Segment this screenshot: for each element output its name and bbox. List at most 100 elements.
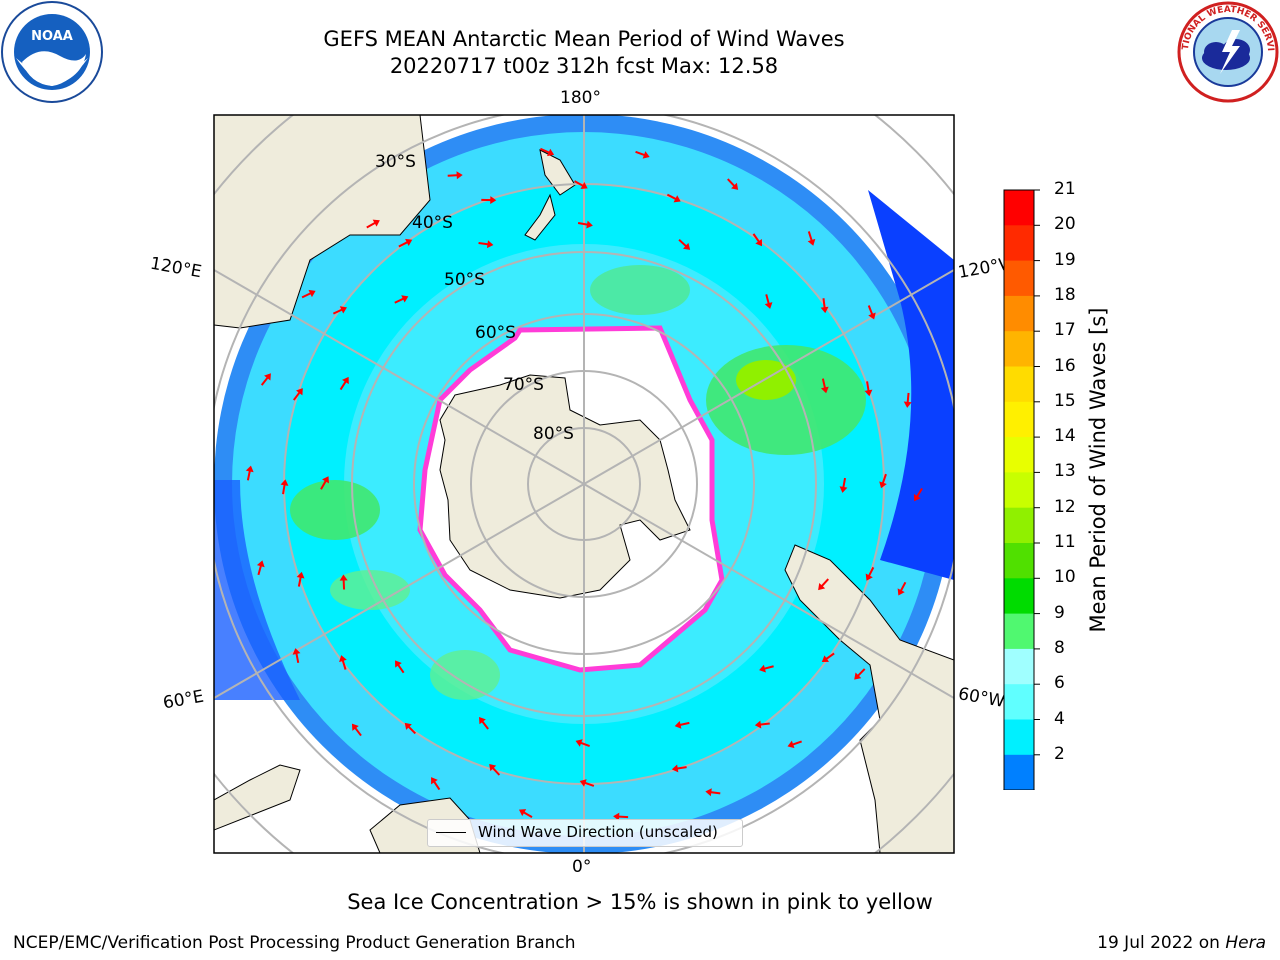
antarctica-land — [439, 374, 691, 599]
lat-label-70s: 70°S — [503, 375, 544, 395]
wind-wave-arrow — [296, 571, 305, 587]
wind-wave-arrow — [245, 465, 254, 481]
wind-wave-arrow — [447, 171, 463, 180]
wind-wave-arrow — [674, 720, 690, 729]
wind-wave-arrow — [821, 652, 835, 663]
wind-wave-arrow — [539, 147, 555, 157]
colorbar-bin — [1004, 472, 1034, 509]
wind-wave-arrow — [903, 392, 912, 408]
colorbar-bin — [1004, 437, 1034, 473]
wind-wave-arrow — [301, 289, 316, 299]
footer-machine: Hera — [1225, 933, 1266, 953]
wind-wave-arrow — [897, 581, 907, 596]
wind-wave-arrow — [518, 809, 533, 818]
wind-wave-arrow — [879, 473, 887, 489]
wind-wave-arrow — [818, 578, 829, 591]
colorbar-bin — [1004, 578, 1034, 615]
lat-label-50s: 50°S — [444, 270, 485, 290]
wind-wave-arrow — [787, 740, 802, 749]
wind-wave-arrow — [864, 381, 873, 397]
colorbar-tick-label: 12 — [1054, 496, 1076, 517]
colorbar-tick-label: 4 — [1054, 708, 1065, 729]
footer-date: 19 Jul 2022 on — [1097, 933, 1226, 953]
noaa-logo-icon: NOAA — [1, 1, 103, 103]
colorbar-outline — [1003, 189, 1035, 790]
colorbar-bin — [1004, 648, 1034, 685]
lat-label-60s: 60°S — [475, 323, 516, 343]
wind-wave-arrow — [579, 779, 595, 787]
africa-land — [214, 764, 481, 853]
wind-wave-arrow — [754, 720, 770, 729]
wind-wave-arrow — [671, 764, 687, 773]
wind-wave-arrow — [705, 788, 721, 797]
wind-wave-arrow — [820, 378, 829, 394]
colorbar-bin — [1004, 331, 1034, 367]
wind-wave-arrow — [613, 812, 629, 821]
wind-wave-arrow — [404, 722, 417, 735]
wind-wave-arrow — [854, 668, 866, 680]
wind-wave-arrow — [292, 388, 303, 401]
wind-wave-arrow — [479, 717, 489, 730]
wind-wave-arrow — [394, 295, 409, 304]
colorbar-bin — [1004, 401, 1034, 438]
colorbar-bin — [1004, 507, 1034, 544]
colorbar-bin — [1004, 684, 1034, 720]
south-america-land — [784, 544, 954, 853]
wind-wave-arrow — [292, 648, 301, 663]
colorbar-tick-label: 2 — [1054, 743, 1065, 764]
colorbar — [1003, 189, 1040, 790]
chart-subtitle: 20220717 t00z 312h fcst Max: 12.58 — [389, 54, 779, 78]
colorbar-tick-label: 9 — [1054, 602, 1065, 623]
colorbar-tick-label: 11 — [1054, 532, 1076, 552]
colorbar-tick-label: 20 — [1054, 214, 1076, 235]
wind-wave-arrow — [489, 763, 501, 776]
lon-label-0: 0° — [572, 857, 592, 877]
wind-wave-arrow — [635, 150, 650, 159]
wind-wave-arrow — [366, 219, 380, 229]
wind-wave-arrow — [574, 180, 588, 189]
colorbar-label: Mean Period of Wind Waves [s] — [1086, 307, 1110, 633]
legend: Wind Wave Direction (unscaled) — [427, 819, 743, 847]
lat-label-40s: 40°S — [412, 213, 453, 233]
wind-wave-arrow — [727, 178, 739, 190]
wind-wave-arrow — [351, 723, 362, 737]
legend-line-sample — [436, 832, 466, 833]
wind-wave-arrow — [339, 574, 348, 590]
lat-label-30s: 30°S — [375, 152, 416, 172]
colorbar-bin — [1004, 754, 1034, 790]
wind-wave-arrow — [764, 294, 773, 309]
wind-wave-arrow — [820, 298, 829, 314]
wind-wave-arrows — [245, 147, 923, 821]
wind-wave-arrow — [913, 487, 923, 502]
wind-wave-arrow — [752, 233, 763, 247]
wind-wave-arrow — [481, 196, 497, 205]
new-zealand-land — [524, 149, 576, 241]
wind-wave-arrow — [395, 660, 405, 674]
colorbar-bin — [1004, 719, 1034, 756]
wind-wave-arrow — [759, 664, 774, 673]
lon-label-180: 180° — [560, 88, 601, 108]
colorbar-bin — [1004, 613, 1034, 650]
colorbar-tick-label: 19 — [1054, 249, 1076, 270]
colorbar-tick-label: 8 — [1054, 637, 1065, 658]
colorbar-tick-label: 16 — [1054, 355, 1076, 376]
legend-label: Wind Wave Direction (unscaled) — [478, 823, 718, 841]
map-frame — [213, 114, 955, 854]
colorbar-tick-label: 10 — [1054, 567, 1076, 588]
colorbar-bin — [1004, 190, 1034, 226]
wind-wave-arrow — [431, 777, 441, 791]
colorbar-tick-label: 21 — [1054, 179, 1076, 199]
colorbar-tick-label: 14 — [1054, 426, 1076, 447]
footer-left: NCEP/EMC/Verification Post Processing Pr… — [13, 933, 576, 953]
colorbar-tick-label: 18 — [1054, 284, 1076, 305]
colorbar-tick-label: 17 — [1054, 320, 1076, 341]
wind-wave-arrow — [280, 479, 289, 495]
chart-title: GEFS MEAN Antarctic Mean Period of Wind … — [323, 27, 845, 51]
wind-wave-arrow — [807, 231, 816, 246]
wind-wave-arrow — [666, 193, 681, 203]
wind-wave-arrow — [678, 239, 691, 250]
wind-wave-arrow — [577, 220, 593, 229]
wind-wave-arrow — [478, 240, 494, 249]
national-weather-service-logo-icon: NATIONAL WEATHER SERVICE — [1176, 0, 1279, 103]
